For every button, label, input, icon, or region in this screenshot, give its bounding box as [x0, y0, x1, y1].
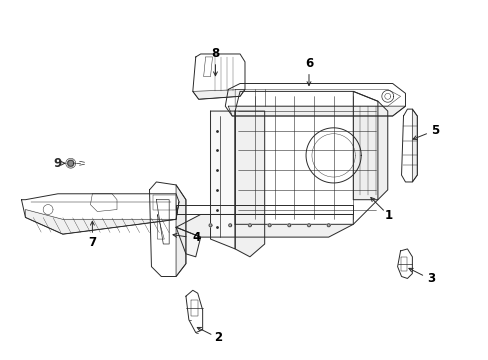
Text: 7: 7 [88, 235, 96, 248]
Text: 2: 2 [214, 331, 222, 344]
Text: 6: 6 [304, 57, 312, 70]
Polygon shape [176, 185, 185, 276]
Polygon shape [411, 109, 416, 182]
Polygon shape [192, 54, 244, 99]
Polygon shape [228, 106, 405, 116]
Polygon shape [185, 290, 202, 333]
Text: 5: 5 [430, 124, 438, 137]
Polygon shape [176, 227, 200, 257]
Polygon shape [307, 224, 310, 227]
Polygon shape [401, 109, 416, 182]
Polygon shape [21, 194, 179, 234]
Text: 3: 3 [426, 272, 434, 285]
Polygon shape [397, 249, 411, 278]
Polygon shape [149, 182, 185, 276]
Polygon shape [235, 111, 264, 257]
Polygon shape [248, 224, 251, 227]
Polygon shape [326, 224, 329, 227]
Text: 1: 1 [384, 209, 392, 222]
Text: 9: 9 [54, 157, 62, 170]
Polygon shape [192, 89, 244, 99]
Polygon shape [228, 224, 231, 227]
Polygon shape [209, 224, 212, 227]
Polygon shape [287, 224, 290, 227]
Polygon shape [235, 91, 377, 224]
Polygon shape [267, 224, 270, 227]
Polygon shape [225, 84, 405, 116]
Text: 8: 8 [211, 48, 219, 60]
Polygon shape [176, 215, 352, 237]
Polygon shape [25, 202, 179, 234]
Polygon shape [210, 111, 235, 249]
Polygon shape [68, 160, 74, 166]
Polygon shape [176, 204, 352, 215]
Polygon shape [352, 91, 387, 200]
Text: 4: 4 [192, 231, 201, 244]
